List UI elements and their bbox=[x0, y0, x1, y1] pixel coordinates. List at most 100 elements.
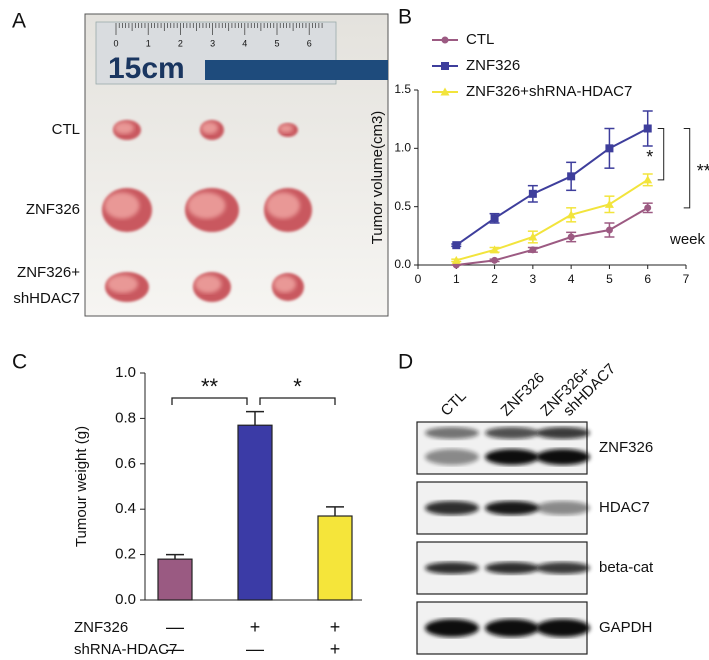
ruler-number: 5 bbox=[274, 38, 279, 48]
blot-band bbox=[536, 427, 590, 439]
tumor-highlight bbox=[194, 275, 222, 293]
x-tick-label: 5 bbox=[606, 272, 613, 286]
ruler-number: 2 bbox=[178, 38, 183, 48]
ruler-number: 6 bbox=[307, 38, 312, 48]
blot-band bbox=[536, 449, 590, 465]
blot-row-label: HDAC7 bbox=[599, 499, 650, 516]
bar bbox=[237, 424, 273, 601]
marker bbox=[490, 245, 500, 254]
condition-label: shRNA-HDAC7 bbox=[74, 641, 177, 658]
x-tick-label: 7 bbox=[683, 272, 690, 286]
y-tick-label: 0.0 bbox=[115, 591, 136, 608]
marker bbox=[643, 175, 653, 184]
marker bbox=[490, 214, 499, 223]
panel-label: A bbox=[12, 10, 26, 33]
bar bbox=[157, 558, 193, 601]
blot-band bbox=[485, 449, 539, 465]
marker bbox=[605, 226, 613, 234]
blot-row-label: ZNF326 bbox=[599, 439, 653, 456]
y-tick-label: 0.0 bbox=[394, 257, 411, 271]
blot-band bbox=[425, 427, 479, 439]
blot-band bbox=[425, 562, 479, 574]
marker bbox=[644, 204, 652, 212]
blot-row-label: beta-cat bbox=[599, 559, 654, 576]
marker bbox=[528, 232, 538, 241]
marker bbox=[643, 124, 652, 133]
ruler-text: 15cm bbox=[108, 52, 185, 85]
y-tick-label: 1.0 bbox=[394, 141, 411, 155]
significance-label: ** bbox=[697, 161, 709, 181]
tumor-highlight bbox=[201, 122, 219, 134]
tumor-highlight bbox=[114, 122, 134, 134]
row-label: ZNF326+ bbox=[17, 264, 80, 281]
panel-label: D bbox=[398, 351, 413, 374]
y-tick-label: 1.0 bbox=[115, 364, 136, 381]
ruler-number: 0 bbox=[113, 38, 118, 48]
significance-bracket bbox=[657, 128, 665, 181]
x-tick-label: 1 bbox=[453, 272, 460, 286]
x-tick-label: 2 bbox=[491, 272, 498, 286]
marker bbox=[529, 246, 537, 254]
y-tick-label: 0.4 bbox=[115, 500, 136, 517]
row-label: ZNF326 bbox=[26, 201, 80, 218]
tumor-highlight bbox=[107, 275, 138, 293]
ruler-number: 4 bbox=[242, 38, 247, 48]
x-axis-label: week bbox=[669, 231, 706, 248]
condition-label: ZNF326 bbox=[74, 619, 128, 636]
blot-band bbox=[536, 562, 590, 574]
blot-band bbox=[536, 501, 590, 515]
series-line bbox=[456, 178, 649, 262]
legend-marker bbox=[441, 36, 449, 44]
significance-label: * bbox=[293, 374, 302, 399]
legend-marker bbox=[441, 62, 449, 70]
marker bbox=[452, 241, 461, 250]
tumor-highlight bbox=[187, 192, 226, 219]
panel-label: B bbox=[398, 6, 412, 29]
tumor-highlight bbox=[279, 124, 293, 133]
blot-band bbox=[485, 562, 539, 574]
marker bbox=[451, 255, 461, 264]
condition-mark: — bbox=[246, 639, 264, 659]
y-tick-label: 0.6 bbox=[115, 455, 136, 472]
tumor-highlight bbox=[273, 275, 296, 293]
marker bbox=[567, 233, 575, 241]
marker bbox=[604, 199, 614, 208]
significance-bracket bbox=[683, 128, 691, 209]
legend-label: ZNF326 bbox=[466, 57, 520, 74]
significance-bracket bbox=[259, 397, 336, 405]
lane-label: CTL bbox=[438, 388, 470, 420]
tumor-highlight bbox=[104, 192, 140, 219]
significance-label: ** bbox=[201, 374, 219, 399]
blot-row-label: GAPDH bbox=[599, 619, 652, 636]
condition-mark: — bbox=[166, 639, 184, 659]
tumor-highlight bbox=[266, 192, 301, 219]
blot-band bbox=[485, 427, 539, 439]
x-tick-label: 6 bbox=[644, 272, 651, 286]
ruler-ticks bbox=[115, 23, 323, 35]
marker bbox=[567, 172, 576, 181]
y-tick-label: 0.5 bbox=[394, 199, 411, 213]
ruler-number: 1 bbox=[146, 38, 151, 48]
blot-band bbox=[536, 619, 590, 637]
blot-band bbox=[425, 449, 479, 465]
blot-band bbox=[485, 501, 539, 515]
significance-label: * bbox=[646, 147, 653, 167]
condition-mark: + bbox=[330, 617, 341, 637]
y-tick-label: 1.5 bbox=[394, 82, 411, 96]
row-label: CTL bbox=[52, 121, 80, 138]
y-tick-label: 0.2 bbox=[115, 546, 136, 563]
blot-band bbox=[425, 501, 479, 515]
y-axis-label: Tumor volume(cm3) bbox=[369, 111, 386, 245]
condition-mark: — bbox=[166, 617, 184, 637]
series-line bbox=[456, 206, 649, 266]
row-label: shHDAC7 bbox=[13, 290, 80, 307]
tumors bbox=[102, 120, 312, 302]
bar bbox=[317, 515, 353, 601]
marker bbox=[605, 144, 614, 153]
panel-label: C bbox=[12, 351, 27, 374]
condition-mark: + bbox=[330, 639, 341, 659]
marker bbox=[566, 210, 576, 219]
x-tick-label: 4 bbox=[568, 272, 575, 286]
y-tick-label: 0.8 bbox=[115, 409, 136, 426]
